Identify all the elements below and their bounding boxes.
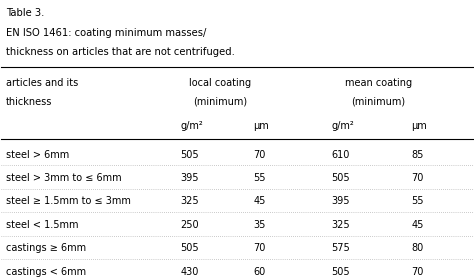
Text: 45: 45 — [254, 196, 266, 206]
Text: 60: 60 — [254, 267, 266, 277]
Text: μm: μm — [411, 121, 427, 131]
Text: thickness: thickness — [6, 97, 53, 107]
Text: 80: 80 — [411, 243, 424, 253]
Text: 70: 70 — [411, 267, 424, 277]
Text: castings < 6mm: castings < 6mm — [6, 267, 86, 277]
Text: (minimum): (minimum) — [193, 97, 247, 107]
Text: 70: 70 — [254, 243, 266, 253]
Text: mean coating: mean coating — [345, 78, 412, 88]
Text: 85: 85 — [411, 150, 424, 160]
Text: 35: 35 — [254, 220, 266, 230]
Text: thickness on articles that are not centrifuged.: thickness on articles that are not centr… — [6, 47, 235, 57]
Text: μm: μm — [254, 121, 269, 131]
Text: castings ≥ 6mm: castings ≥ 6mm — [6, 243, 86, 253]
Text: 505: 505 — [181, 150, 199, 160]
Text: 395: 395 — [181, 173, 199, 183]
Text: 55: 55 — [411, 196, 424, 206]
Text: EN ISO 1461: coating minimum masses/: EN ISO 1461: coating minimum masses/ — [6, 28, 207, 38]
Text: 610: 610 — [331, 150, 350, 160]
Text: articles and its: articles and its — [6, 78, 78, 88]
Text: 505: 505 — [331, 267, 350, 277]
Text: Table 3.: Table 3. — [6, 8, 45, 18]
Text: 505: 505 — [331, 173, 350, 183]
Text: steel > 3mm to ≤ 6mm: steel > 3mm to ≤ 6mm — [6, 173, 122, 183]
Text: 70: 70 — [254, 150, 266, 160]
Text: 250: 250 — [181, 220, 199, 230]
Text: 575: 575 — [331, 243, 350, 253]
Text: 45: 45 — [411, 220, 424, 230]
Text: 505: 505 — [181, 243, 199, 253]
Text: 430: 430 — [181, 267, 199, 277]
Text: 55: 55 — [254, 173, 266, 183]
Text: g/m²: g/m² — [181, 121, 203, 131]
Text: local coating: local coating — [190, 78, 252, 88]
Text: 70: 70 — [411, 173, 424, 183]
Text: 325: 325 — [331, 220, 350, 230]
Text: steel < 1.5mm: steel < 1.5mm — [6, 220, 79, 230]
Text: (minimum): (minimum) — [351, 97, 405, 107]
Text: 395: 395 — [331, 196, 350, 206]
Text: steel > 6mm: steel > 6mm — [6, 150, 69, 160]
Text: g/m²: g/m² — [331, 121, 354, 131]
Text: steel ≥ 1.5mm to ≤ 3mm: steel ≥ 1.5mm to ≤ 3mm — [6, 196, 131, 206]
Text: 325: 325 — [181, 196, 199, 206]
